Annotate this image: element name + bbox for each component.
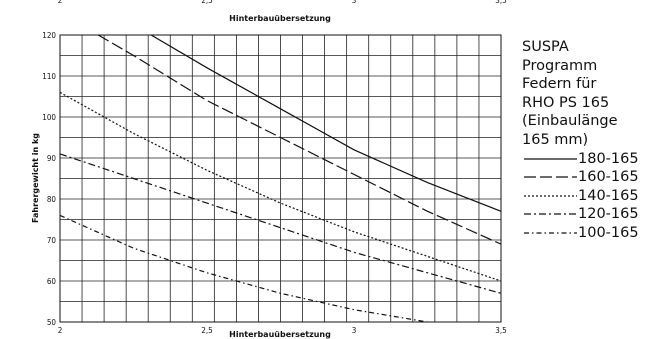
legend-items: 180-165 160-165 140-165 120-165 100-165 bbox=[522, 150, 670, 243]
legend-title-line: Federn für bbox=[522, 76, 597, 93]
legend-swatch bbox=[524, 213, 577, 215]
series-line-180-165 bbox=[150, 35, 501, 212]
tick-labels: 50 60 70 80 90 100 110 120 2 2,5 3 3,5 2 2,5 3 3,5 bbox=[42, 0, 506, 335]
legend-swatch bbox=[524, 232, 577, 234]
series-lines bbox=[60, 35, 501, 322]
legend-item: 140-165 bbox=[522, 187, 670, 206]
legend-swatch bbox=[524, 176, 577, 178]
x-axis-title-top: Hinterbauübersetzung bbox=[229, 14, 331, 23]
plot-frame bbox=[59, 34, 502, 323]
grid bbox=[60, 35, 501, 322]
y-tick-label: 50 bbox=[47, 318, 57, 327]
legend-item: 100-165 bbox=[522, 224, 670, 243]
y-tick-label: 90 bbox=[47, 154, 57, 163]
legend-title-line: 165 mm) bbox=[522, 131, 589, 148]
y-axis-title: Fahrergewicht in kg bbox=[31, 133, 40, 223]
x-tick-label: 3 bbox=[352, 326, 357, 335]
series-line-160-165 bbox=[97, 35, 501, 245]
y-tick-label: 110 bbox=[42, 72, 56, 81]
legend-label: 140-165 bbox=[578, 187, 639, 204]
x-tick-label: 3,5 bbox=[495, 326, 506, 335]
y-tick-label: 100 bbox=[42, 113, 56, 122]
legend-title-line: RHO PS 165 bbox=[522, 94, 610, 111]
y-tick-label: 60 bbox=[47, 277, 57, 286]
legend-label: 180-165 bbox=[578, 150, 639, 167]
x-tick-label-top: 2 bbox=[58, 0, 63, 5]
series-line-100-165 bbox=[60, 214, 433, 322]
series-line-120-165 bbox=[60, 153, 501, 294]
x-tick-label-top: 3,5 bbox=[495, 0, 506, 5]
x-tick-label-top: 3 bbox=[352, 0, 357, 5]
x-tick-label: 2,5 bbox=[201, 326, 212, 335]
y-tick-label: 80 bbox=[47, 195, 57, 204]
legend-label: 160-165 bbox=[578, 169, 639, 186]
legend-swatch bbox=[524, 195, 577, 197]
legend: SUSPA Programm Federn für RHO PS 165 (Einbau… bbox=[522, 38, 670, 242]
y-tick-label: 120 bbox=[42, 31, 56, 40]
legend-swatch bbox=[524, 158, 577, 160]
y-tick-label: 70 bbox=[47, 236, 57, 245]
legend-label: 120-165 bbox=[578, 206, 639, 223]
legend-item: 180-165 bbox=[522, 150, 670, 169]
legend-label: 100-165 bbox=[578, 224, 639, 241]
legend-title-line: SUSPA bbox=[522, 39, 569, 55]
legend-item: 160-165 bbox=[522, 168, 670, 187]
x-axis-title: Hinterbauübersetzung bbox=[229, 330, 331, 339]
x-tick-label: 2 bbox=[58, 326, 63, 335]
legend-item: 120-165 bbox=[522, 205, 670, 224]
legend-title-line: (Einbaulänge bbox=[522, 113, 618, 130]
x-tick-label-top: 2,5 bbox=[201, 0, 212, 5]
series-line-140-165 bbox=[60, 91, 501, 282]
legend-title-line: Programm bbox=[522, 57, 598, 74]
legend-title: SUSPA Programm Federn für RHO PS 165 (Einbau… bbox=[522, 38, 670, 150]
